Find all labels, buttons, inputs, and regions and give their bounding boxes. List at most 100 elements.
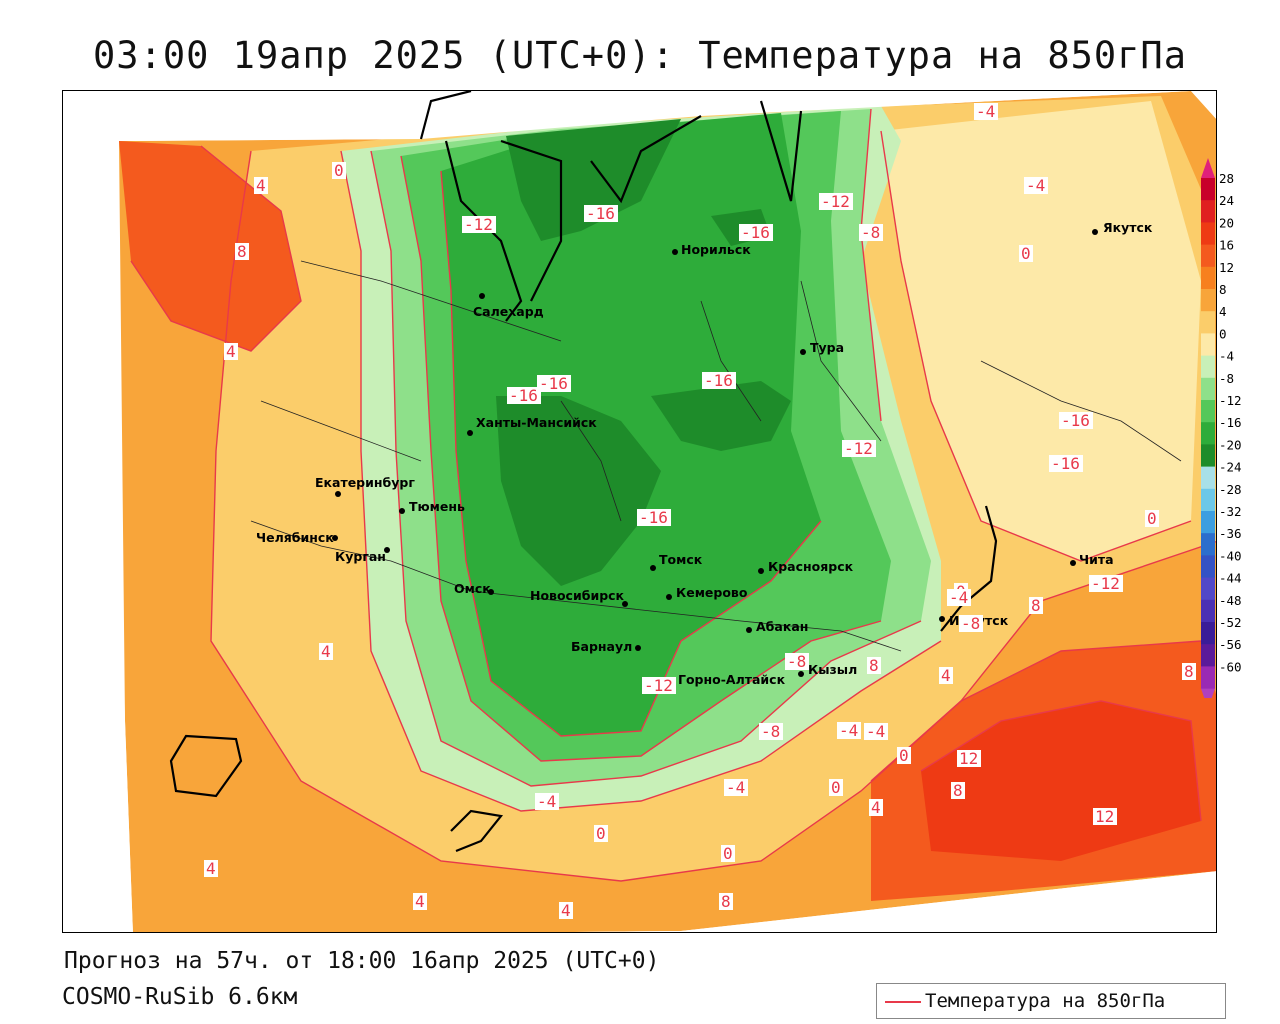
isotherm-label: 8	[721, 892, 731, 911]
isotherm-label: -12	[821, 192, 850, 211]
city-chita: Чита	[1070, 552, 1114, 567]
colorbar-tick-label: -32	[1219, 504, 1242, 519]
colorbar-swatch	[1201, 289, 1215, 312]
isotherm-label-bg	[594, 825, 608, 842]
isotherm-label-bg	[413, 893, 427, 910]
colorbar-tick-label: 8	[1219, 282, 1227, 297]
isotherm-label: -8	[787, 652, 806, 671]
colorbar-swatch	[1201, 444, 1215, 468]
city-label: Новосибирск	[530, 588, 625, 603]
colorbar-swatch	[1201, 311, 1215, 334]
isotherm-label-bg	[507, 387, 541, 404]
isotherm-label-bg	[829, 779, 843, 796]
isotherm-label-bg	[837, 722, 861, 739]
colorbar-tick-label: -52	[1219, 615, 1242, 630]
colorbar-min-arrow	[1201, 688, 1215, 698]
isotherm-label: -4	[726, 778, 745, 797]
isotherm-label-bg	[724, 779, 748, 796]
colorbar-swatch	[1201, 333, 1215, 357]
map-title: 03:00 19апр 2025 (UTC+0): Температура на…	[93, 34, 1187, 77]
isotherm-label: -4	[537, 792, 556, 811]
colorbar-swatch	[1201, 622, 1215, 645]
colorbar-tick-label: -40	[1219, 548, 1242, 563]
forecast-info: Прогноз на 57ч. от 18:00 16апр 2025 (UTC…	[64, 948, 660, 974]
model-info: COSMO-RuSib 6.6км	[62, 984, 298, 1010]
isotherm-label-bg	[224, 343, 238, 360]
colorbar-tick-label: -20	[1219, 437, 1242, 452]
isotherm-label: -4	[1026, 176, 1045, 195]
outside-domain-south	[574, 871, 1216, 932]
city-yakutsk: Якутск	[1092, 220, 1153, 235]
city-omsk: Омск	[454, 581, 494, 596]
isotherm-label-bg	[1024, 177, 1048, 194]
city-dot	[939, 616, 945, 622]
isotherm-labels: -4-400844-12-16-16-16-16-16-16-16-16-12-…	[204, 102, 1196, 920]
isotherm-label-bg	[462, 216, 496, 233]
city-label: Кемерово	[676, 585, 748, 600]
isotherm-label-bg	[319, 643, 333, 660]
city-salekhard: Салехард	[473, 293, 544, 319]
colorbar-tick-label: -28	[1219, 482, 1242, 497]
isotherm-label-bg	[235, 243, 249, 260]
city-label: Якутск	[1103, 220, 1153, 235]
city-label: Курган	[335, 549, 386, 564]
isotherm-label-bg	[869, 799, 883, 816]
isotherm-label: 4	[256, 176, 266, 195]
colorbar-swatch	[1201, 400, 1215, 423]
city-dot	[335, 491, 341, 497]
colorbar-swatch	[1201, 577, 1215, 601]
cold-core-north	[506, 119, 681, 241]
isotherm-label-bg	[642, 677, 676, 694]
isotherm-0	[210, 150, 1216, 882]
isotherm-label-bg	[584, 205, 618, 222]
colorbar-tick-label: 16	[1219, 238, 1234, 253]
colorbar-tick-label: 20	[1219, 215, 1234, 230]
isotherm-label: 0	[1147, 509, 1157, 528]
isotherm-east-0	[880, 130, 1192, 562]
outside-domain-north	[63, 91, 1216, 141]
isotherm-label: 4	[321, 642, 331, 661]
isotherm-label: 8	[237, 242, 247, 261]
city-tura: Тура	[800, 340, 844, 355]
isotherm-label-bg	[254, 177, 268, 194]
isotherm-label: 0	[334, 161, 344, 180]
city-label: Чита	[1079, 552, 1114, 567]
isotherm-12-southeast	[920, 700, 1202, 822]
colorbar-swatches	[1201, 158, 1215, 698]
city-chelyabinsk: Челябинск	[256, 530, 338, 545]
isotherm-label: -12	[844, 439, 873, 458]
isotherm-label: 8	[953, 781, 963, 800]
city-krasnoyarsk: Красноярск	[758, 559, 854, 574]
city-label: Красноярск	[768, 559, 854, 574]
isotherm-minus4	[340, 150, 942, 812]
city-markers: Якутск Норильск Салехард Тура Ханты-Манс…	[256, 220, 1153, 687]
isotherm-minus12	[400, 155, 882, 762]
isotherm-minus16	[440, 170, 822, 737]
isotherm-label: -4	[976, 102, 995, 121]
isotherm-label-bg	[867, 657, 881, 674]
colorbar-swatch	[1201, 533, 1215, 556]
colorbar-swatch	[1201, 511, 1215, 534]
isotherm-label: 8	[1184, 662, 1194, 681]
isotherm-label-bg	[702, 372, 736, 389]
isotherm-label-bg	[819, 193, 853, 210]
isotherm-label: 0	[596, 824, 606, 843]
coastline-kara	[419, 91, 803, 322]
isotherm-label: -8	[761, 722, 780, 741]
admin-borders	[250, 260, 1182, 652]
city-dot	[467, 430, 473, 436]
city-label: Ханты-Мансийск	[476, 415, 597, 430]
legend-line-swatch	[885, 1001, 921, 1003]
band-minus16	[441, 113, 821, 736]
isotherm-lines	[130, 108, 1216, 882]
colorbar-tick-label: -36	[1219, 526, 1242, 541]
colorbar-tick-label: -24	[1219, 460, 1242, 475]
cold-core-central	[496, 396, 661, 586]
colorbar-tick-label: -4	[1219, 349, 1234, 364]
isotherm-label: 8	[1031, 596, 1041, 615]
warm-core-southeast-inner	[921, 701, 1201, 861]
isotherm-label-bg	[939, 667, 953, 684]
outside-domain-west	[63, 141, 133, 932]
colorbar-swatch	[1201, 355, 1215, 379]
city-dot	[1070, 560, 1076, 566]
